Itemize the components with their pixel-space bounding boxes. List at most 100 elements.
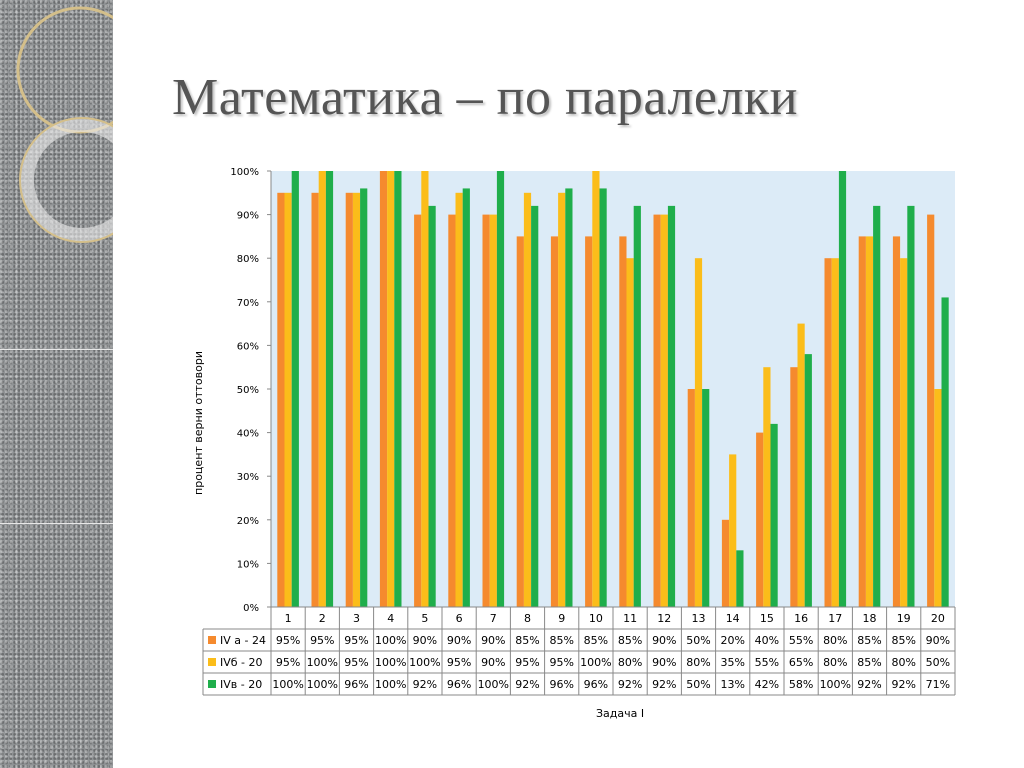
bar-1-5: [414, 214, 422, 607]
x-category-label: 11: [623, 612, 637, 625]
table-cell-value: 50%: [686, 634, 710, 647]
table-cell-value: 80%: [891, 656, 915, 669]
table-cell-value: 95%: [276, 656, 300, 669]
bar-1-3: [345, 192, 353, 608]
x-category-label: 8: [524, 612, 531, 625]
table-cell-value: 80%: [823, 634, 847, 647]
legend-swatch: [208, 680, 216, 688]
table-cell-value: 85%: [584, 634, 608, 647]
x-category-label: 18: [863, 612, 877, 625]
x-category-label: 13: [692, 612, 706, 625]
y-tick-label: 40%: [237, 429, 259, 440]
bar-1-9: [550, 236, 559, 607]
x-category-label: 6: [456, 612, 463, 625]
table-cell-value: 90%: [926, 634, 950, 647]
table-cell-value: 90%: [481, 634, 505, 647]
table-cell-value: 96%: [549, 678, 573, 691]
bar-2-10: [592, 171, 600, 607]
table-cell-value: 55%: [789, 634, 813, 647]
table-cell-value: 58%: [789, 678, 813, 691]
table-cell-value: 100%: [272, 678, 303, 691]
table-cell-value: 35%: [720, 656, 744, 669]
bar-2-3: [352, 192, 361, 608]
bar-3-14: [736, 550, 744, 607]
table-cell-value: 90%: [652, 656, 676, 669]
legend-label: IV а - 24: [220, 634, 266, 647]
x-category-label: 2: [319, 612, 326, 625]
bar-1-10: [585, 236, 593, 607]
bar-3-19: [907, 205, 915, 607]
bar-1-4: [379, 171, 388, 607]
bar-3-7: [496, 171, 505, 607]
bar-2-5: [421, 171, 429, 607]
x-category-label: 15: [760, 612, 774, 625]
bar-3-10: [599, 188, 607, 607]
x-category-label: 5: [421, 612, 428, 625]
bar-3-3: [360, 188, 368, 607]
bar-2-17: [831, 258, 839, 607]
table-cell-value: 92%: [857, 678, 881, 691]
table-cell-value: 95%: [515, 656, 539, 669]
table-cell-value: 85%: [515, 634, 539, 647]
x-category-label: 3: [353, 612, 360, 625]
legend-label: IVб - 20: [220, 656, 263, 669]
table-cell-value: 55%: [755, 656, 779, 669]
table-cell-value: 65%: [789, 656, 813, 669]
table-cell-value: 85%: [618, 634, 642, 647]
x-category-label: 17: [828, 612, 842, 625]
bar-1-6: [448, 214, 456, 607]
table-cell-value: 80%: [823, 656, 847, 669]
table-cell-value: 100%: [375, 678, 406, 691]
table-cell-value: 71%: [926, 678, 950, 691]
silver-ring: [20, 118, 113, 242]
table-cell-value: 50%: [926, 656, 950, 669]
bar-2-8: [523, 192, 532, 608]
bars-group: [277, 171, 949, 608]
bar-2-7: [489, 214, 497, 607]
x-category-label: 16: [794, 612, 808, 625]
y-tick-label: 70%: [237, 298, 259, 309]
bar-3-18: [873, 205, 881, 607]
strip-divider: [0, 523, 113, 524]
bar-2-19: [900, 258, 908, 607]
table-cell-value: 100%: [409, 656, 440, 669]
table-cell-value: 100%: [375, 656, 406, 669]
bar-2-1: [284, 192, 292, 608]
bar-3-13: [702, 389, 710, 607]
decorative-rings: [16, 6, 113, 243]
table-cell-value: 20%: [720, 634, 744, 647]
table-cell-value: 95%: [549, 656, 573, 669]
table-cell-value: 96%: [344, 678, 368, 691]
x-category-label: 1: [285, 612, 292, 625]
bar-2-6: [455, 192, 463, 608]
table-cell-value: 95%: [276, 634, 300, 647]
gold-ring-outer: [19, 117, 113, 243]
bar-1-13: [687, 389, 695, 607]
slide-title: Математика – по паралелки: [172, 69, 799, 126]
table-cell-value: 95%: [447, 656, 471, 669]
x-category-label: 20: [931, 612, 945, 625]
plot-area-background: [271, 171, 955, 607]
table-cell-value: 96%: [447, 678, 471, 691]
x-category-label: 12: [657, 612, 671, 625]
bar-3-2: [325, 171, 334, 607]
table-cell-value: 100%: [580, 656, 611, 669]
legend-swatch: [208, 636, 216, 644]
table-cell-value: 92%: [413, 678, 437, 691]
table-cell-value: 85%: [891, 634, 915, 647]
table-cell-value: 92%: [891, 678, 915, 691]
bar-3-4: [394, 171, 402, 607]
x-category-label: 4: [387, 612, 394, 625]
bar-1-2: [311, 192, 319, 608]
table-cell-value: 80%: [686, 656, 710, 669]
bar-3-5: [428, 205, 436, 607]
bar-1-19: [892, 236, 901, 607]
bar-3-15: [770, 423, 778, 607]
table-cell-value: 85%: [857, 656, 881, 669]
table-cell-value: 85%: [549, 634, 573, 647]
y-tick-label: 0%: [243, 603, 259, 614]
bar-1-12: [653, 214, 661, 607]
y-tick-label: 50%: [237, 385, 259, 396]
bar-3-6: [462, 188, 470, 607]
bar-3-20: [941, 297, 949, 607]
